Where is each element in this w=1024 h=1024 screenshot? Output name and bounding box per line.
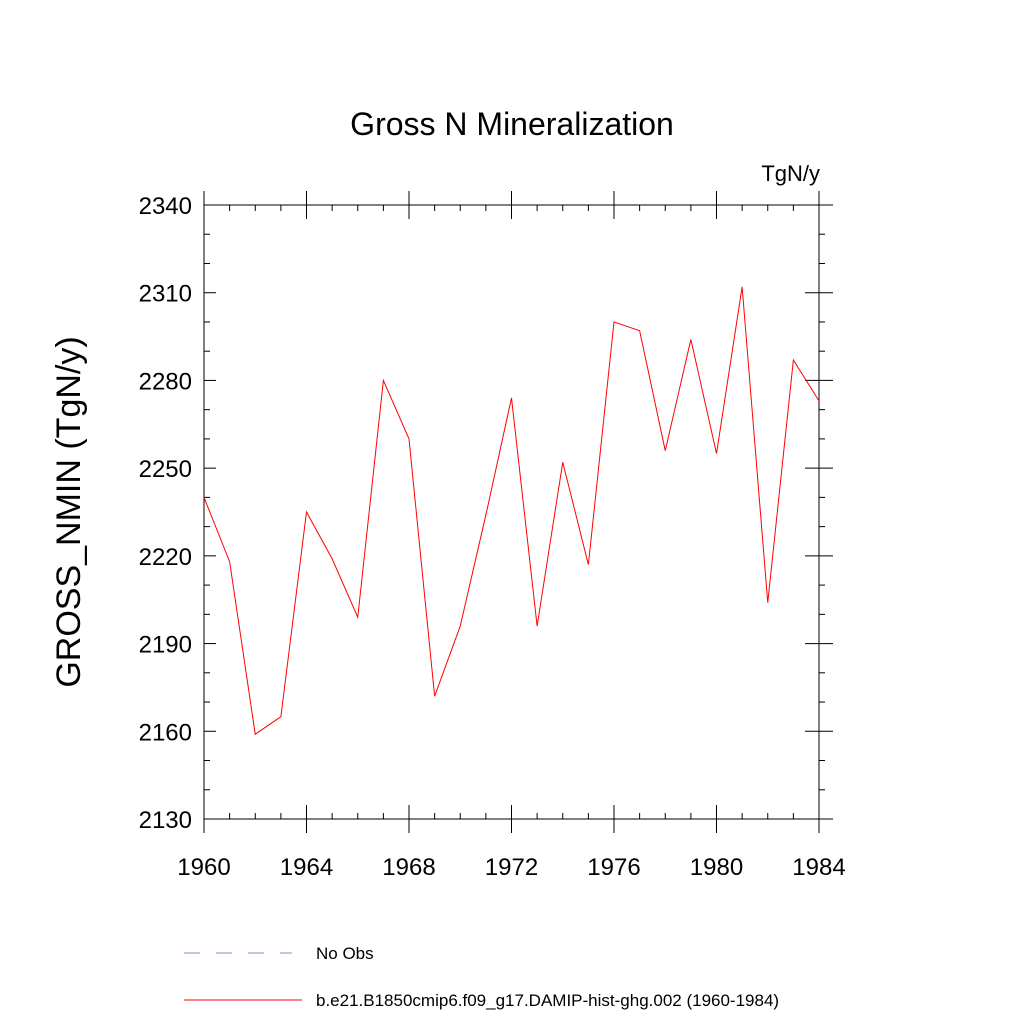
x-tick-label: 1984 <box>792 854 845 881</box>
y-tick-label: 2220 <box>139 544 192 571</box>
y-tick-label: 2160 <box>139 719 192 746</box>
legend: No Obs b.e21.B1850cmip6.f09_g17.DAMIP-hi… <box>184 944 779 1010</box>
x-tick-label: 1960 <box>177 854 230 881</box>
y-tick-label: 2340 <box>139 193 192 220</box>
y-tick-label: 2130 <box>139 807 192 834</box>
chart-title: Gross N Mineralization <box>350 106 674 142</box>
y-tick-label: 2190 <box>139 632 192 659</box>
legend-label-model-run: b.e21.B1850cmip6.f09_g17.DAMIP-hist-ghg.… <box>316 991 779 1010</box>
y-tick-label: 2310 <box>139 281 192 308</box>
legend-label-no-obs: No Obs <box>316 944 374 963</box>
series-line <box>203 286 820 736</box>
x-axis-ticks: 1960 1964 1968 1972 1976 1980 1984 <box>177 191 846 881</box>
y-axis-ticks: 2130 2160 2190 2220 2250 2280 2310 2340 <box>139 193 833 834</box>
x-tick-label: 1980 <box>690 854 743 881</box>
x-tick-label: 1968 <box>382 854 435 881</box>
x-tick-label: 1976 <box>587 854 640 881</box>
series-layer <box>203 286 820 736</box>
units-label: TgN/y <box>761 161 820 186</box>
y-axis-title: GROSS_NMIN (TgN/y) <box>50 336 88 687</box>
y-tick-label: 2280 <box>139 368 192 395</box>
x-tick-label: 1964 <box>280 854 333 881</box>
y-tick-label: 2250 <box>139 456 192 483</box>
x-tick-label: 1972 <box>485 854 538 881</box>
